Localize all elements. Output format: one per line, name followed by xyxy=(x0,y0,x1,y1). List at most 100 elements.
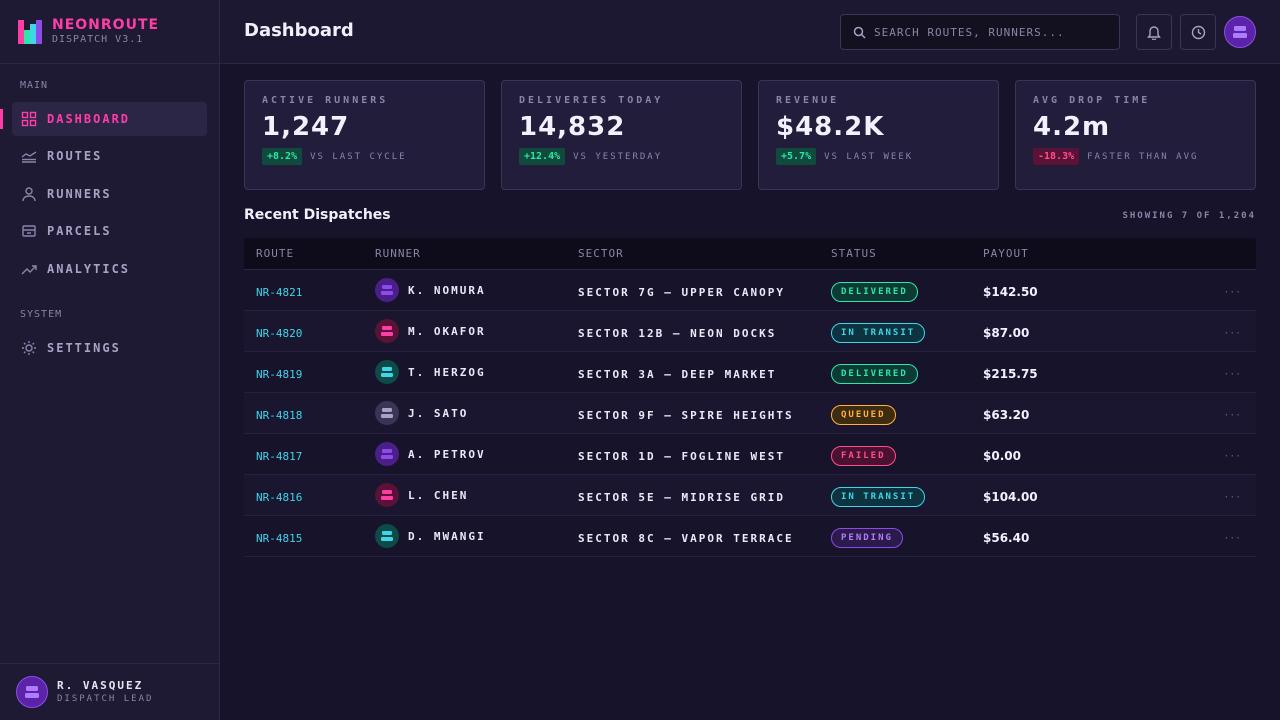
stat-note: VS LAST CYCLE xyxy=(310,151,407,162)
route-link[interactable]: NR-4817 xyxy=(256,449,303,463)
gear-icon xyxy=(20,339,38,357)
runner-avatar xyxy=(375,483,399,507)
route-link[interactable]: NR-4815 xyxy=(256,531,303,545)
sidebar-item-parcels[interactable]: PARCELS xyxy=(12,214,207,248)
runner-avatar xyxy=(375,360,399,384)
avatar-icon xyxy=(1233,26,1247,38)
route-link[interactable]: NR-4816 xyxy=(256,490,303,504)
brand[interactable]: NEONROUTE DISPATCH V3.1 xyxy=(0,0,219,64)
route-link[interactable]: NR-4821 xyxy=(256,285,303,299)
stat-card-active-runners: ACTIVE RUNNERS 1,247 +8.2% VS LAST CYCLE xyxy=(244,80,485,190)
row-actions-button[interactable]: ··· xyxy=(1224,325,1242,340)
route-link[interactable]: NR-4818 xyxy=(256,408,303,422)
analytics-icon xyxy=(20,260,38,278)
sector-name: SECTOR 7G — UPPER CANOPY xyxy=(578,285,785,299)
table-row[interactable]: NR-4819 T. HERZOG SECTOR 3A — DEEP MARKE… xyxy=(244,352,1256,393)
sidebar-item-label: ANALYTICS xyxy=(47,262,131,276)
row-actions-button[interactable]: ··· xyxy=(1224,448,1242,463)
avatar-icon xyxy=(381,449,393,459)
grid-icon xyxy=(20,110,38,128)
header-avatar-button[interactable] xyxy=(1224,16,1256,48)
sidebar-item-label: SETTINGS xyxy=(47,341,121,355)
brand-subtitle: DISPATCH V3.1 xyxy=(52,33,144,45)
user-profile[interactable]: R. VASQUEZ DISPATCH LEAD xyxy=(0,663,220,720)
table-row[interactable]: NR-4818 J. SATO SECTOR 9F — SPIRE HEIGHT… xyxy=(244,393,1256,434)
sidebar-item-analytics[interactable]: ANALYTICS xyxy=(12,252,207,286)
stat-delta: -18.3% xyxy=(1033,148,1080,165)
row-actions-button[interactable]: ··· xyxy=(1224,366,1242,381)
sector-name: SECTOR 1D — FOGLINE WEST xyxy=(578,449,785,463)
notifications-button[interactable] xyxy=(1136,14,1172,50)
stat-value: $48.2K xyxy=(776,112,885,142)
stat-card-revenue: REVENUE $48.2K +5.7% VS LAST WEEK xyxy=(758,80,999,190)
table-row[interactable]: NR-4817 A. PETROV SECTOR 1D — FOGLINE WE… xyxy=(244,434,1256,475)
table-row[interactable]: NR-4815 D. MWANGI SECTOR 8C — VAPOR TERR… xyxy=(244,516,1256,557)
dispatch-table: ROUTE RUNNER SECTOR STATUS PAYOUT NR-482… xyxy=(244,238,1256,557)
nav-section-system: SYSTEM xyxy=(20,309,63,320)
topbar: Dashboard xyxy=(220,0,1280,64)
avatar-icon xyxy=(381,531,393,541)
clock-icon xyxy=(1191,25,1205,39)
sector-name: SECTOR 12B — NEON DOCKS xyxy=(578,326,777,340)
sidebar-item-routes[interactable]: ROUTES xyxy=(12,139,207,173)
payout-value: $87.00 xyxy=(983,325,1030,340)
row-actions-button[interactable]: ··· xyxy=(1224,489,1242,504)
column-header-runner[interactable]: RUNNER xyxy=(375,247,421,260)
stat-card-deliveries-today: DELIVERIES TODAY 14,832 +12.4% VS YESTER… xyxy=(501,80,742,190)
nav-section-main: MAIN xyxy=(20,80,49,91)
status-badge: IN TRANSIT xyxy=(831,322,926,343)
status-badge: IN TRANSIT xyxy=(831,486,926,507)
stat-value: 1,247 xyxy=(262,112,350,142)
column-header-route[interactable]: ROUTE xyxy=(256,247,295,260)
table-row[interactable]: NR-4820 M. OKAFOR SECTOR 12B — NEON DOCK… xyxy=(244,311,1256,352)
brand-title: NEONROUTE xyxy=(52,16,160,33)
bell-icon xyxy=(1147,25,1161,40)
history-button[interactable] xyxy=(1180,14,1216,50)
stat-label: AVG DROP TIME xyxy=(1033,95,1151,106)
column-header-sector[interactable]: SECTOR xyxy=(578,247,624,260)
runner-avatar xyxy=(375,524,399,548)
logo-icon xyxy=(18,19,42,44)
sidebar-item-runners[interactable]: RUNNERS xyxy=(12,177,207,211)
avatar-icon xyxy=(381,490,393,500)
route-link[interactable]: NR-4819 xyxy=(256,367,303,381)
payout-value: $142.50 xyxy=(983,284,1038,299)
runner-name: L. CHEN xyxy=(408,488,469,502)
row-actions-button[interactable]: ··· xyxy=(1224,530,1242,545)
table-row[interactable]: NR-4821 K. NOMURA SECTOR 7G — UPPER CANO… xyxy=(244,270,1256,311)
payout-value: $215.75 xyxy=(983,366,1038,381)
payout-value: $0.00 xyxy=(983,448,1021,463)
runner-name: A. PETROV xyxy=(408,447,486,461)
route-link[interactable]: NR-4820 xyxy=(256,326,303,340)
runner-avatar xyxy=(375,442,399,466)
search-input[interactable] xyxy=(874,25,1114,39)
search-box[interactable] xyxy=(840,14,1120,50)
sidebar-item-dashboard[interactable]: DASHBOARD xyxy=(12,102,207,136)
payout-value: $56.40 xyxy=(983,530,1030,545)
section-title: Recent Dispatches xyxy=(244,207,391,223)
row-actions-button[interactable]: ··· xyxy=(1224,284,1242,299)
runner-avatar xyxy=(375,278,399,302)
user-name: R. VASQUEZ xyxy=(57,679,144,692)
runner-name: M. OKAFOR xyxy=(408,324,486,338)
avatar xyxy=(16,676,48,708)
sector-name: SECTOR 9F — SPIRE HEIGHTS xyxy=(578,408,794,422)
sector-name: SECTOR 3A — DEEP MARKET xyxy=(578,367,777,381)
column-header-payout[interactable]: PAYOUT xyxy=(983,247,1029,260)
status-badge: QUEUED xyxy=(831,404,896,425)
sector-name: SECTOR 5E — MIDRISE GRID xyxy=(578,490,785,504)
status-badge: PENDING xyxy=(831,527,903,548)
sidebar-item-settings[interactable]: SETTINGS xyxy=(12,331,207,365)
avatar-icon xyxy=(25,686,39,698)
status-badge: DELIVERED xyxy=(831,281,918,302)
routes-icon xyxy=(20,147,38,165)
table-row[interactable]: NR-4816 L. CHEN SECTOR 5E — MIDRISE GRID… xyxy=(244,475,1256,516)
runner-name: T. HERZOG xyxy=(408,365,486,379)
stat-label: DELIVERIES TODAY xyxy=(519,95,664,106)
row-actions-button[interactable]: ··· xyxy=(1224,407,1242,422)
avatar-icon xyxy=(381,326,393,336)
stat-label: REVENUE xyxy=(776,95,840,106)
stat-delta: +5.7% xyxy=(776,148,817,165)
column-header-status[interactable]: STATUS xyxy=(831,247,877,260)
status-badge: DELIVERED xyxy=(831,363,918,384)
